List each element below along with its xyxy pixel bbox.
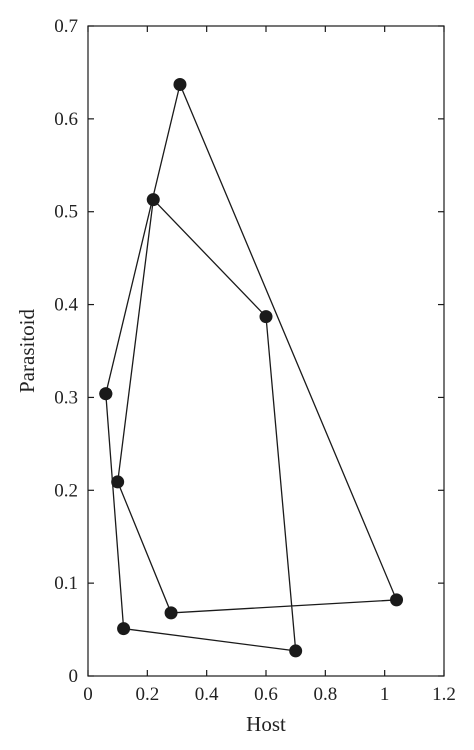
series-line (105, 82, 398, 652)
y-axis: 0 0.1 0.2 0.3 0.4 0.5 0.6 0.7 (54, 16, 444, 687)
y-tick-label: 0.7 (54, 16, 78, 37)
data-point (164, 606, 178, 620)
x-tick-label: 1 (380, 684, 390, 705)
y-tick-label: 0.6 (54, 109, 78, 130)
data-point (146, 193, 160, 207)
x-axis: 0 0.2 0.4 0.6 0.8 1 1.2 (83, 26, 456, 705)
x-tick-label: 1.2 (432, 684, 456, 705)
data-point (99, 387, 113, 401)
data-point (173, 78, 187, 91)
x-tick-label: 0 (83, 684, 93, 705)
data-point (117, 622, 131, 636)
x-tick-label: 0.8 (313, 684, 337, 705)
x-tick-label: 0.6 (254, 684, 278, 705)
data-point (289, 644, 303, 658)
x-tick-label: 0.2 (135, 684, 159, 705)
data-point (390, 593, 404, 607)
plot-frame (87, 25, 445, 677)
y-tick-label: 0 (69, 666, 79, 687)
y-tick-label: 0.4 (54, 295, 78, 316)
series-layer (99, 78, 404, 658)
y-tick-label: 0.3 (54, 387, 78, 408)
data-point (111, 475, 125, 489)
y-axis-label: Parasitoid (15, 309, 39, 393)
y-tick-label: 0.5 (54, 202, 78, 223)
data-point (259, 310, 273, 324)
y-tick-label: 0.1 (54, 573, 78, 594)
y-tick-label: 0.2 (54, 480, 78, 501)
x-tick-label: 0.4 (195, 684, 219, 705)
x-axis-label: Host (246, 712, 286, 736)
